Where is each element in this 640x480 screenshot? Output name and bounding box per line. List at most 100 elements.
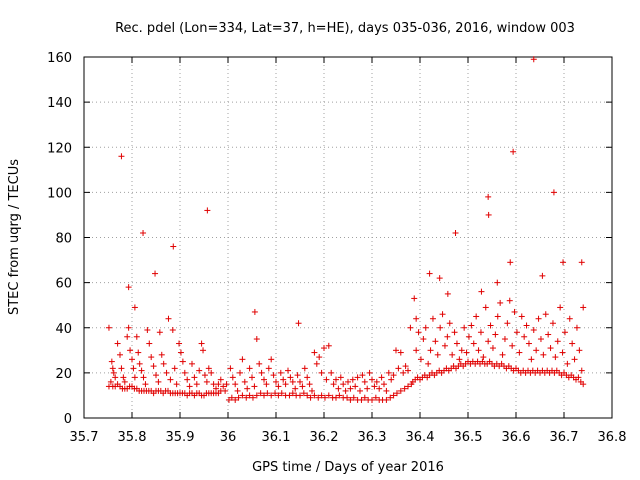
data-points <box>105 56 587 403</box>
data-point <box>228 394 235 401</box>
data-point <box>530 327 537 334</box>
data-point <box>321 345 327 352</box>
data-point <box>232 381 239 388</box>
data-point <box>229 374 236 381</box>
x-tick-label: 36.3 <box>358 430 387 445</box>
data-point <box>427 347 434 354</box>
data-point <box>473 313 480 320</box>
data-point <box>397 349 404 356</box>
data-point <box>417 356 424 363</box>
data-point <box>217 387 224 394</box>
data-point <box>492 331 499 338</box>
x-tick-label: 36.5 <box>454 430 483 445</box>
data-point <box>294 372 301 379</box>
data-point <box>217 376 224 383</box>
data-point <box>463 349 470 356</box>
data-point <box>371 383 378 390</box>
data-point <box>378 374 385 381</box>
data-point <box>146 340 153 347</box>
data-point <box>282 381 289 388</box>
data-point <box>578 259 585 266</box>
data-point <box>437 324 444 331</box>
data-point <box>244 385 251 392</box>
data-point <box>482 304 489 311</box>
data-point <box>121 378 128 385</box>
y-tick-label: 80 <box>55 232 72 247</box>
data-point <box>165 315 172 322</box>
data-point <box>163 369 170 376</box>
data-point <box>385 369 392 376</box>
data-point <box>349 376 356 383</box>
data-point <box>315 394 322 401</box>
data-point <box>273 378 279 385</box>
data-point <box>569 340 576 347</box>
data-point <box>347 396 354 403</box>
data-point <box>506 297 513 304</box>
y-tick-label: 140 <box>47 96 72 111</box>
data-point <box>540 351 547 358</box>
data-point <box>140 229 147 236</box>
data-point <box>278 390 285 397</box>
x-tick-label: 36.8 <box>598 430 627 445</box>
data-point <box>485 338 492 345</box>
data-point <box>311 392 318 399</box>
data-point <box>571 356 578 363</box>
x-tick-label: 36.1 <box>262 430 291 445</box>
data-point <box>513 329 520 336</box>
data-point <box>169 327 176 334</box>
data-point <box>441 342 448 349</box>
data-point <box>480 354 487 361</box>
data-point <box>525 340 532 347</box>
data-point <box>239 356 246 363</box>
data-point <box>344 394 351 401</box>
x-axis-label: GPS time / Days of year 2016 <box>252 460 444 475</box>
data-point <box>333 394 339 401</box>
data-point <box>304 374 311 381</box>
data-point <box>287 374 294 381</box>
data-point <box>297 392 303 399</box>
data-point <box>125 284 132 291</box>
data-point <box>578 367 585 374</box>
data-point <box>118 365 125 372</box>
data-point <box>528 356 535 363</box>
data-point <box>400 369 407 376</box>
data-point <box>539 272 546 279</box>
data-point <box>292 385 299 392</box>
data-point <box>393 390 400 397</box>
data-point <box>358 396 365 403</box>
data-point <box>251 308 258 315</box>
data-point <box>170 243 177 250</box>
y-tick-label: 0 <box>64 412 72 427</box>
data-point <box>504 320 511 327</box>
data-point <box>337 374 344 381</box>
y-axis-label: STEC from uqrg / TECUs <box>7 159 22 315</box>
data-point <box>237 369 243 376</box>
data-point <box>542 311 549 318</box>
data-point <box>561 329 568 336</box>
data-point <box>125 324 132 331</box>
data-point <box>268 356 275 363</box>
data-point <box>485 193 492 200</box>
data-point <box>138 367 145 374</box>
data-point <box>304 392 311 399</box>
data-point <box>372 394 379 401</box>
data-point <box>397 387 404 394</box>
data-point <box>316 354 323 361</box>
data-point <box>268 392 275 399</box>
data-point <box>373 378 380 385</box>
data-point <box>328 369 335 376</box>
data-point <box>402 363 409 370</box>
x-tick-label: 36 <box>220 430 237 445</box>
data-point <box>297 378 303 385</box>
data-point <box>336 392 343 399</box>
data-point <box>152 270 159 277</box>
data-point <box>533 347 540 354</box>
data-point <box>117 351 123 358</box>
y-tick-label: 40 <box>55 322 72 337</box>
data-point <box>521 333 528 340</box>
data-point <box>215 381 222 388</box>
data-point <box>286 392 293 399</box>
data-point <box>497 299 504 306</box>
x-tick-labels: 35.7 35.8 35.9 36 36.1 36.2 36.3 36.4 36.5 36.6 36… <box>70 430 627 445</box>
